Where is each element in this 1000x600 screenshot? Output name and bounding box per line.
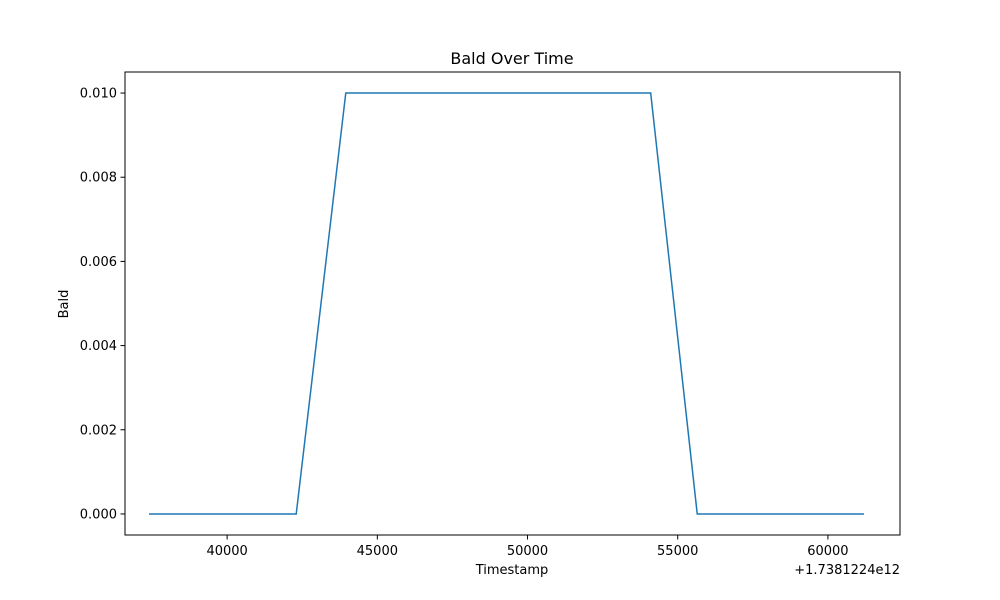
series-line bbox=[149, 92, 864, 515]
y-axis: 0.000 0.002 0.004 0.006 0.008 0.010 bbox=[80, 87, 125, 522]
y-tick-label: 0.006 bbox=[80, 255, 117, 270]
x-axis: 40000 45000 50000 55000 60000 bbox=[206, 535, 849, 559]
y-axis-label: Bald bbox=[57, 290, 72, 319]
y-tick-label: 0.000 bbox=[80, 507, 117, 522]
x-axis-offset-label: +1.7381224e12 bbox=[794, 563, 900, 578]
y-tick-label: 0.002 bbox=[80, 423, 117, 438]
x-axis-label: Timestamp bbox=[475, 563, 549, 578]
plot-frame bbox=[124, 71, 901, 536]
y-tick-label: 0.004 bbox=[80, 339, 117, 354]
x-tick-label: 45000 bbox=[357, 544, 398, 559]
x-tick-label: 60000 bbox=[807, 544, 848, 559]
x-tick-label: 55000 bbox=[657, 544, 698, 559]
chart-title: Bald Over Time bbox=[450, 49, 573, 68]
x-tick-label: 40000 bbox=[206, 544, 247, 559]
y-tick-label: 0.008 bbox=[80, 171, 117, 186]
x-tick-label: 50000 bbox=[507, 544, 548, 559]
y-tick-label: 0.010 bbox=[80, 87, 117, 102]
plot-area bbox=[149, 92, 864, 515]
